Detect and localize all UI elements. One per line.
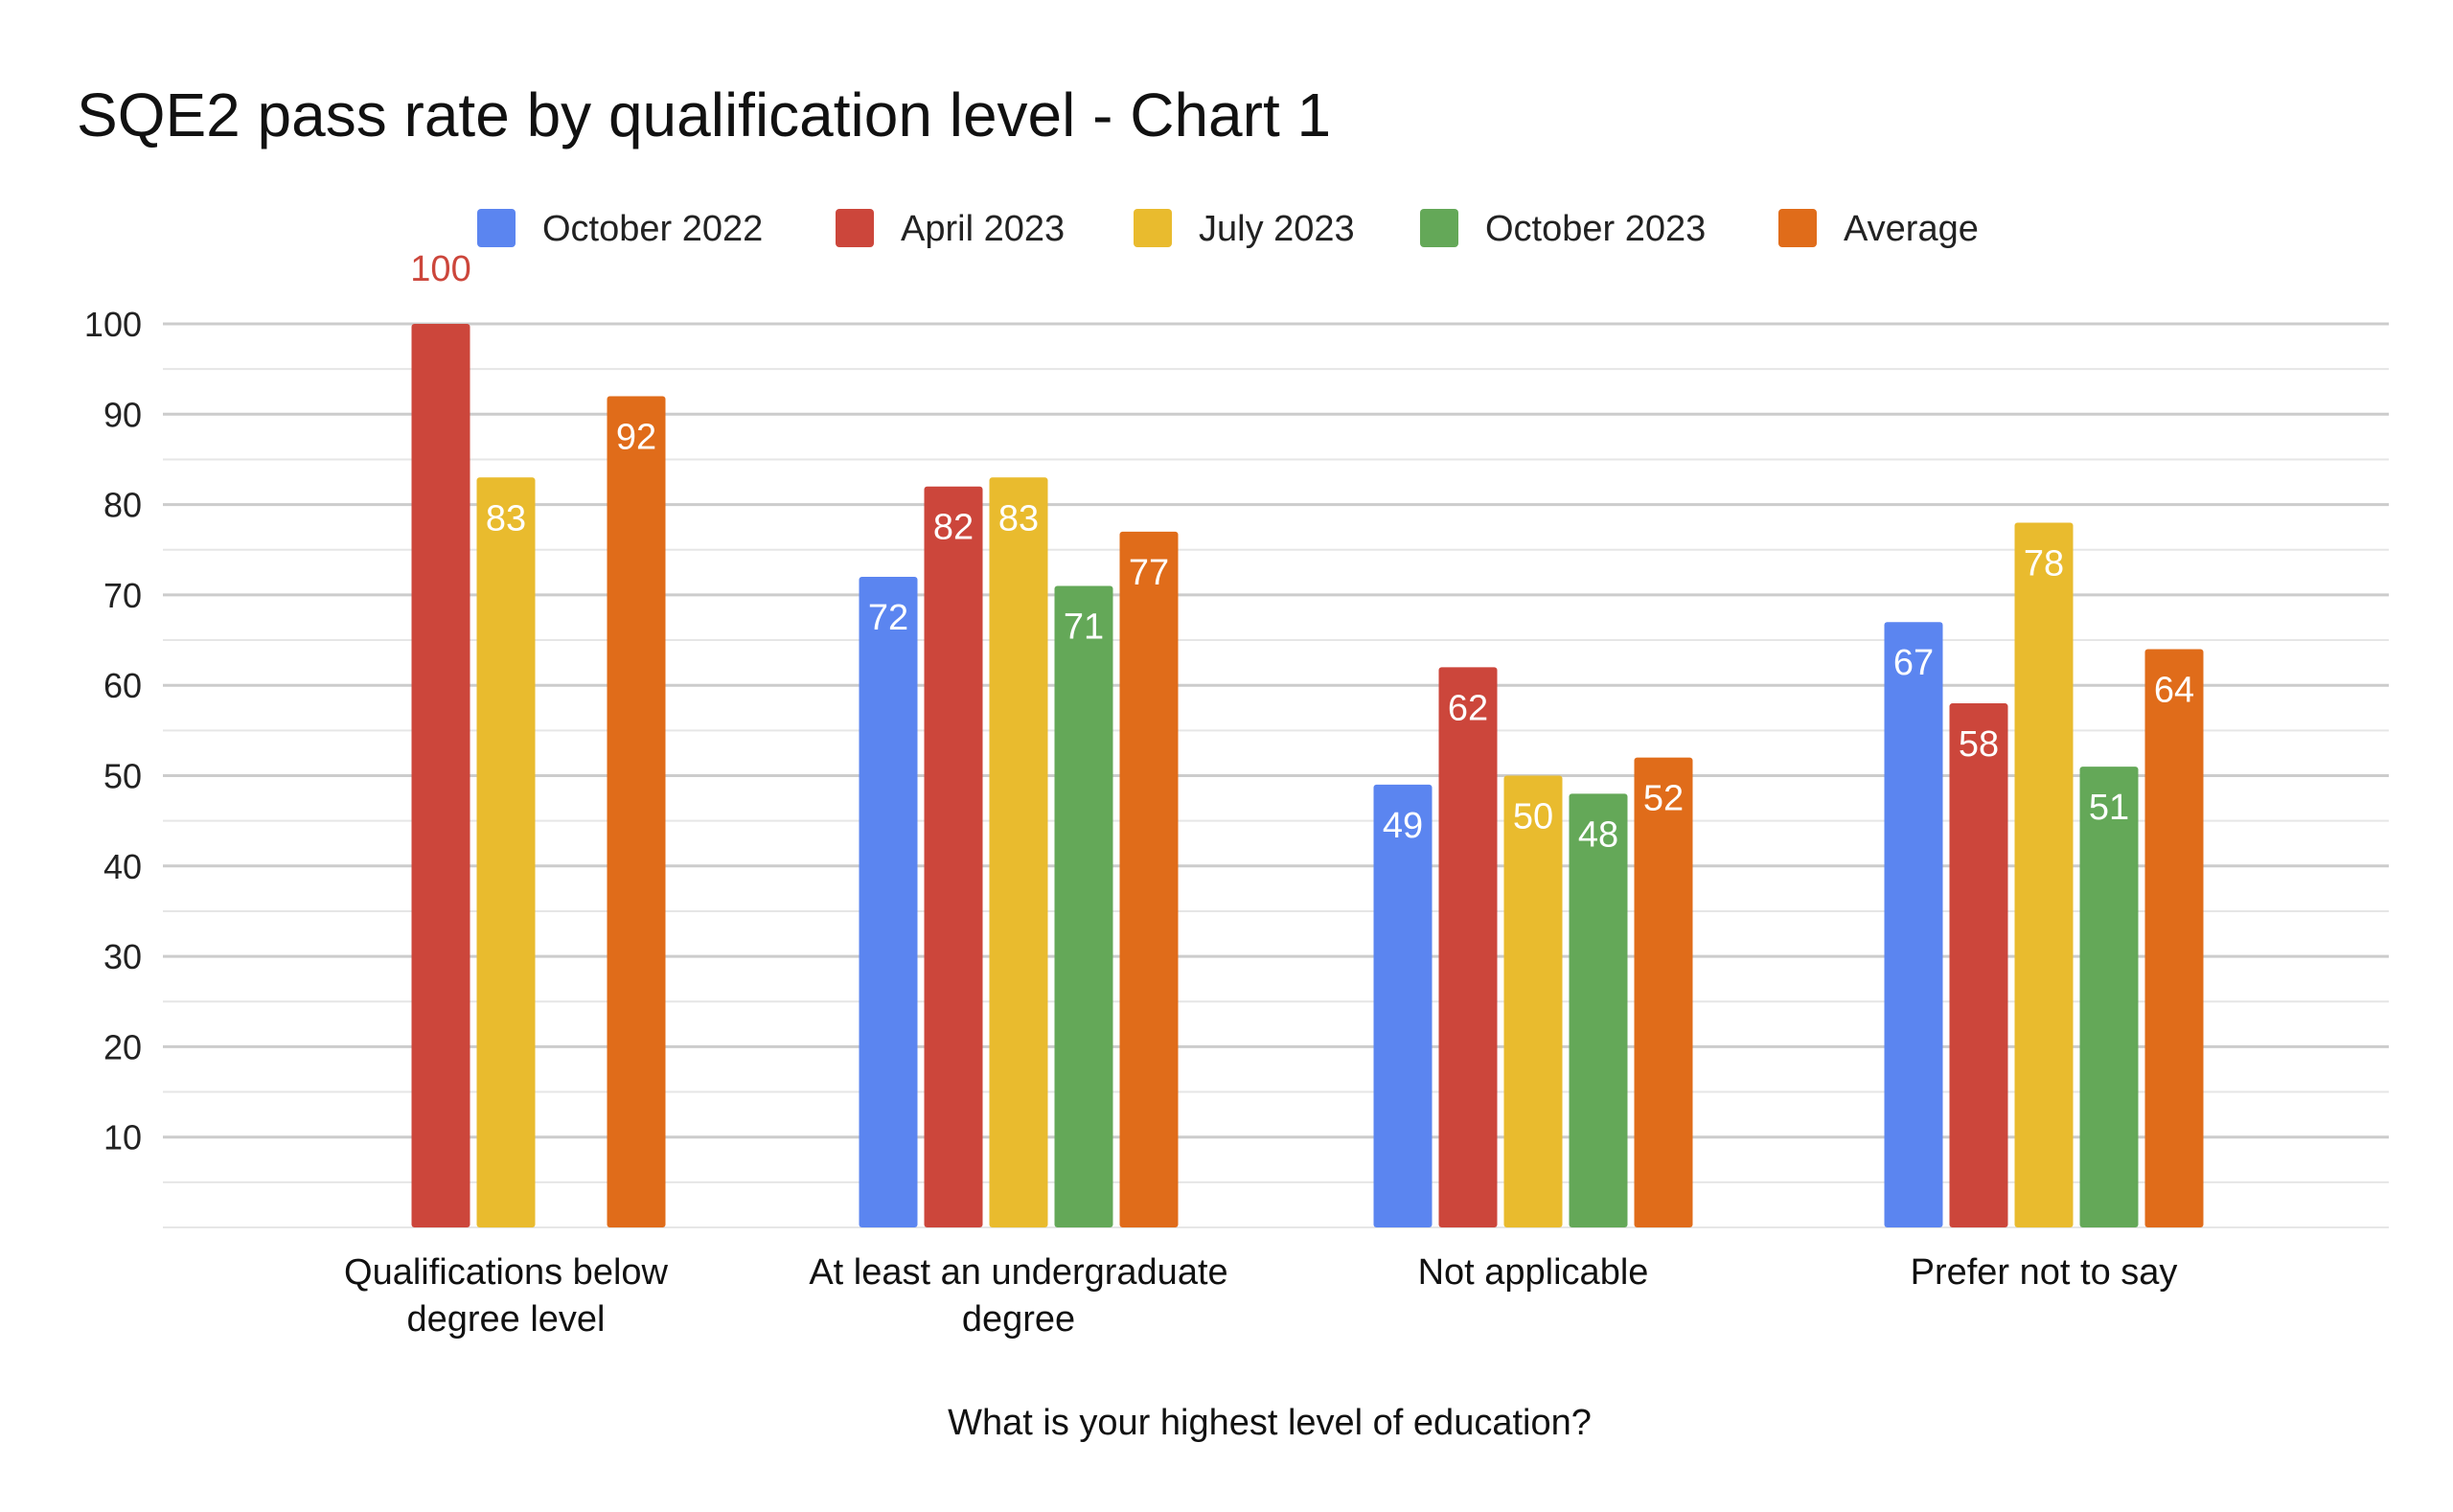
bar[interactable] bbox=[1503, 775, 1563, 1228]
legend-swatch bbox=[477, 209, 516, 247]
legend-item[interactable]: October 2023 bbox=[1420, 209, 1706, 249]
legend-label: July 2023 bbox=[1199, 209, 1355, 249]
bar[interactable] bbox=[2014, 522, 2074, 1227]
legend-item[interactable]: July 2023 bbox=[1134, 209, 1355, 249]
bar[interactable] bbox=[2144, 649, 2204, 1227]
data-label: 64 bbox=[2154, 670, 2194, 710]
legend-item[interactable]: October 2022 bbox=[477, 209, 763, 249]
data-label: 82 bbox=[933, 508, 974, 548]
data-label: 72 bbox=[868, 598, 908, 638]
bar[interactable] bbox=[924, 486, 983, 1227]
data-label: 100 bbox=[410, 249, 470, 289]
legend-swatch bbox=[1778, 209, 1817, 247]
x-axis-title: What is your highest level of education? bbox=[948, 1403, 1592, 1443]
x-tick-label: At least an undergraduate bbox=[809, 1252, 1227, 1293]
data-label: 49 bbox=[1383, 806, 1423, 846]
data-label: 83 bbox=[486, 498, 526, 538]
bar[interactable] bbox=[1438, 667, 1498, 1227]
bar[interactable] bbox=[607, 396, 666, 1227]
x-tick-label: degree bbox=[962, 1299, 1075, 1340]
legend-label: April 2023 bbox=[901, 209, 1065, 249]
data-label: 58 bbox=[1959, 724, 1999, 765]
legend-swatch bbox=[1420, 209, 1458, 247]
legend-label: Average bbox=[1844, 209, 1979, 249]
x-tick-label: Not applicable bbox=[1418, 1252, 1649, 1293]
y-tick-label: 40 bbox=[103, 847, 142, 886]
bar[interactable] bbox=[1373, 784, 1433, 1227]
chart-title: SQE2 pass rate by qualification level - … bbox=[77, 80, 1331, 149]
y-tick-label: 100 bbox=[84, 305, 142, 344]
bar[interactable] bbox=[1884, 622, 1943, 1227]
y-tick-label: 50 bbox=[103, 757, 142, 796]
y-tick-label: 10 bbox=[103, 1118, 142, 1157]
bar[interactable] bbox=[989, 477, 1048, 1227]
x-axis-ticks: Qualifications below degree level At least… bbox=[344, 1252, 2177, 1340]
x-tick-label: degree level bbox=[406, 1299, 605, 1340]
y-tick-label: 20 bbox=[103, 1027, 142, 1066]
bar[interactable] bbox=[476, 477, 536, 1227]
bar[interactable] bbox=[411, 324, 470, 1227]
data-label: 83 bbox=[998, 498, 1039, 538]
legend-label: October 2022 bbox=[542, 209, 763, 249]
legend-swatch bbox=[836, 209, 874, 247]
data-label: 78 bbox=[2024, 543, 2064, 584]
x-tick-label: Qualifications below bbox=[344, 1252, 669, 1293]
data-label: 77 bbox=[1129, 553, 1169, 593]
y-tick-label: 70 bbox=[103, 576, 142, 615]
bar[interactable] bbox=[1634, 757, 1693, 1227]
data-label: 71 bbox=[1064, 607, 1104, 647]
bar[interactable] bbox=[1119, 531, 1179, 1227]
y-tick-label: 90 bbox=[103, 395, 142, 434]
y-tick-label: 80 bbox=[103, 486, 142, 525]
data-label: 52 bbox=[1643, 779, 1684, 819]
data-label: 48 bbox=[1578, 814, 1618, 855]
legend-swatch bbox=[1134, 209, 1172, 247]
legend-item[interactable]: Average bbox=[1778, 209, 1979, 249]
x-tick-label: Prefer not to say bbox=[1911, 1252, 2178, 1293]
y-tick-label: 60 bbox=[103, 666, 142, 705]
data-label: 92 bbox=[616, 417, 656, 457]
legend-item[interactable]: April 2023 bbox=[836, 209, 1065, 249]
bar[interactable] bbox=[2079, 767, 2139, 1227]
y-tick-label: 30 bbox=[103, 937, 142, 976]
data-label: 67 bbox=[1893, 643, 1934, 683]
bar[interactable] bbox=[1054, 585, 1113, 1227]
bar[interactable] bbox=[1949, 703, 2008, 1227]
legend: October 2022 April 2023 July 2023 October 2… bbox=[477, 209, 1979, 249]
legend-label: October 2023 bbox=[1485, 209, 1706, 249]
data-label: 50 bbox=[1513, 797, 1553, 837]
data-label: 62 bbox=[1448, 688, 1488, 728]
data-label: 51 bbox=[2089, 788, 2129, 828]
bar[interactable] bbox=[1569, 793, 1628, 1227]
bar[interactable] bbox=[859, 577, 918, 1227]
bars: 100 83 92 72 82 83 71 77 49 62 50 48 52 67 58 78 51 64 bbox=[410, 249, 2204, 1228]
y-axis-ticks: 10 20 30 40 50 60 70 80 90 100 bbox=[84, 305, 142, 1157]
